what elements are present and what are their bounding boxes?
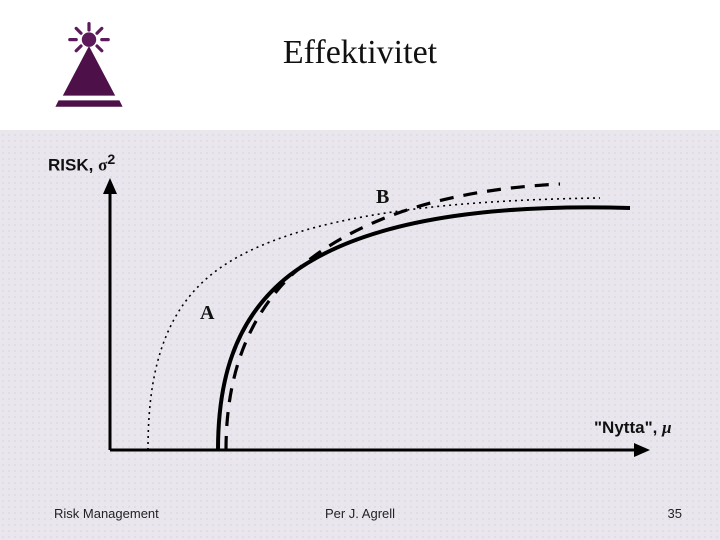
title-band: Effektivitet bbox=[0, 0, 720, 130]
x-axis-arrow-icon bbox=[634, 443, 650, 457]
curve-label-b: B bbox=[376, 186, 389, 209]
x-axis-label: "Nytta", μ bbox=[594, 418, 672, 438]
efficiency-chart: RISK, σ2 A B "Nytta", μ bbox=[40, 150, 680, 480]
footer-center: Per J. Agrell bbox=[0, 506, 720, 521]
y-axis-label: RISK, σ2 bbox=[48, 152, 115, 176]
slide-title: Effektivitet bbox=[0, 34, 720, 72]
chart-svg bbox=[40, 150, 680, 480]
y-axis-arrow-icon bbox=[103, 178, 117, 194]
curve-solid bbox=[218, 207, 630, 450]
curve-dashed bbox=[226, 184, 560, 450]
curve-label-a: A bbox=[200, 302, 214, 325]
footer-page-number: 35 bbox=[668, 506, 682, 521]
footer: Risk Management Per J. Agrell 35 bbox=[0, 506, 720, 526]
curve-dotted bbox=[148, 198, 600, 450]
